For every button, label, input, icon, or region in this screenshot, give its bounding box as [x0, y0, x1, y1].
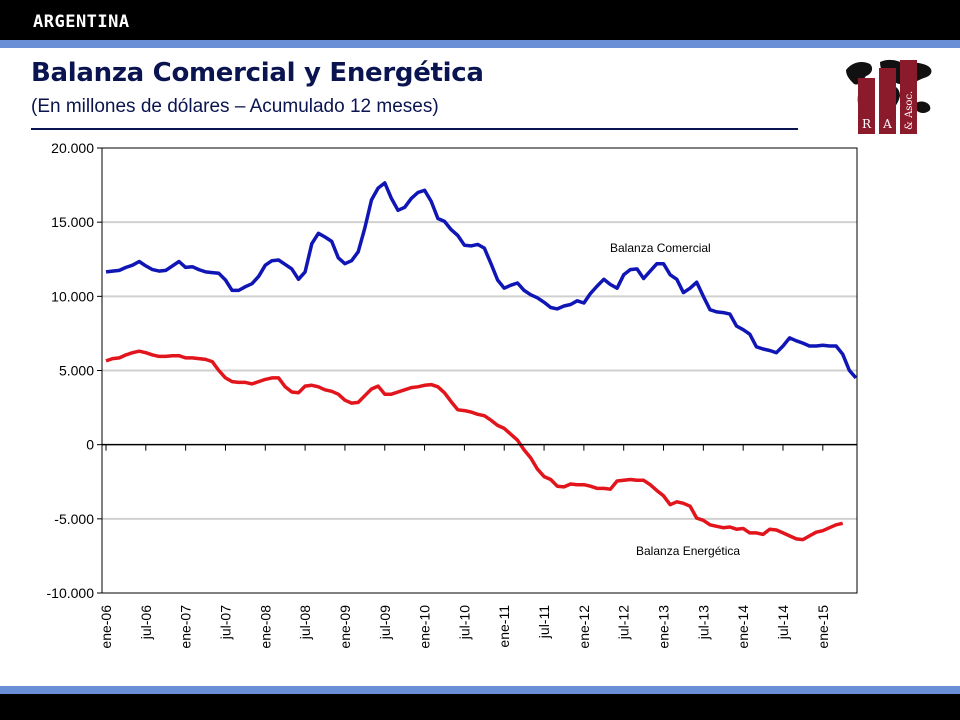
y-tick-label: -10.000	[47, 585, 95, 601]
x-tick-label: jul-11	[536, 605, 552, 639]
slide-title: Balanza Comercial y Energética	[31, 58, 484, 88]
x-tick-label: ene-07	[178, 605, 194, 649]
annotation-balanza-energetica: Balanza Energética	[636, 544, 740, 558]
x-tick-label: jul-14	[775, 605, 791, 640]
logo-bar-r	[858, 78, 875, 134]
y-tick-label: 10.000	[51, 288, 94, 304]
y-tick-label: 0	[86, 437, 94, 453]
logo-letter-asoc: & Asoc.	[904, 91, 915, 130]
x-tick-label: ene-10	[417, 605, 433, 649]
x-tick-label: jul-10	[456, 605, 472, 640]
y-tick-label: 20.000	[51, 140, 94, 156]
logo-letter-a: A	[882, 117, 892, 131]
series-line-balanza-energetica	[105, 349, 844, 542]
x-tick-label: jul-06	[138, 605, 154, 640]
y-tick-label: -5.000	[54, 511, 94, 527]
country-label: ARGENTINA	[33, 12, 130, 32]
x-tick-label: ene-08	[257, 605, 273, 649]
x-tick-label: jul-09	[377, 605, 393, 640]
x-tick-label: jul-08	[297, 605, 313, 640]
company-logo: R A & Asoc.	[846, 59, 932, 134]
x-tick-label: ene-14	[735, 605, 751, 649]
x-tick-label: ene-11	[496, 605, 512, 648]
logo-letter-r: R	[862, 117, 872, 131]
x-tick-label: jul-12	[616, 605, 632, 640]
top-accent-stripe	[0, 40, 960, 48]
title-divider	[31, 128, 798, 130]
y-tick-label: 5.000	[59, 363, 94, 379]
logo-bar-asoc	[900, 60, 917, 134]
x-tick-label: jul-07	[217, 605, 233, 640]
x-tick-label: ene-12	[576, 605, 592, 649]
x-tick-label: ene-09	[337, 605, 353, 649]
x-tick-label: ene-06	[98, 605, 114, 649]
axis-layer: 20.00015.00010.0005.0000-5.000-10.000ene…	[47, 140, 857, 649]
x-tick-label: ene-13	[656, 605, 672, 649]
series-layer	[105, 181, 858, 542]
annotation-balanza-comercial: Balanza Comercial	[610, 241, 711, 255]
logo-bar-a	[879, 68, 896, 134]
bottom-banner	[0, 694, 960, 720]
top-banner	[0, 0, 960, 40]
x-tick-label: jul-13	[695, 605, 711, 640]
y-tick-label: 15.000	[51, 214, 94, 230]
grid-layer	[102, 221, 857, 520]
bottom-accent-stripe	[0, 686, 960, 694]
x-tick-label: ene-15	[815, 605, 831, 649]
slide-subtitle: (En millones de dólares – Acumulado 12 m…	[31, 96, 439, 117]
series-line-balanza-comercial	[105, 181, 858, 380]
